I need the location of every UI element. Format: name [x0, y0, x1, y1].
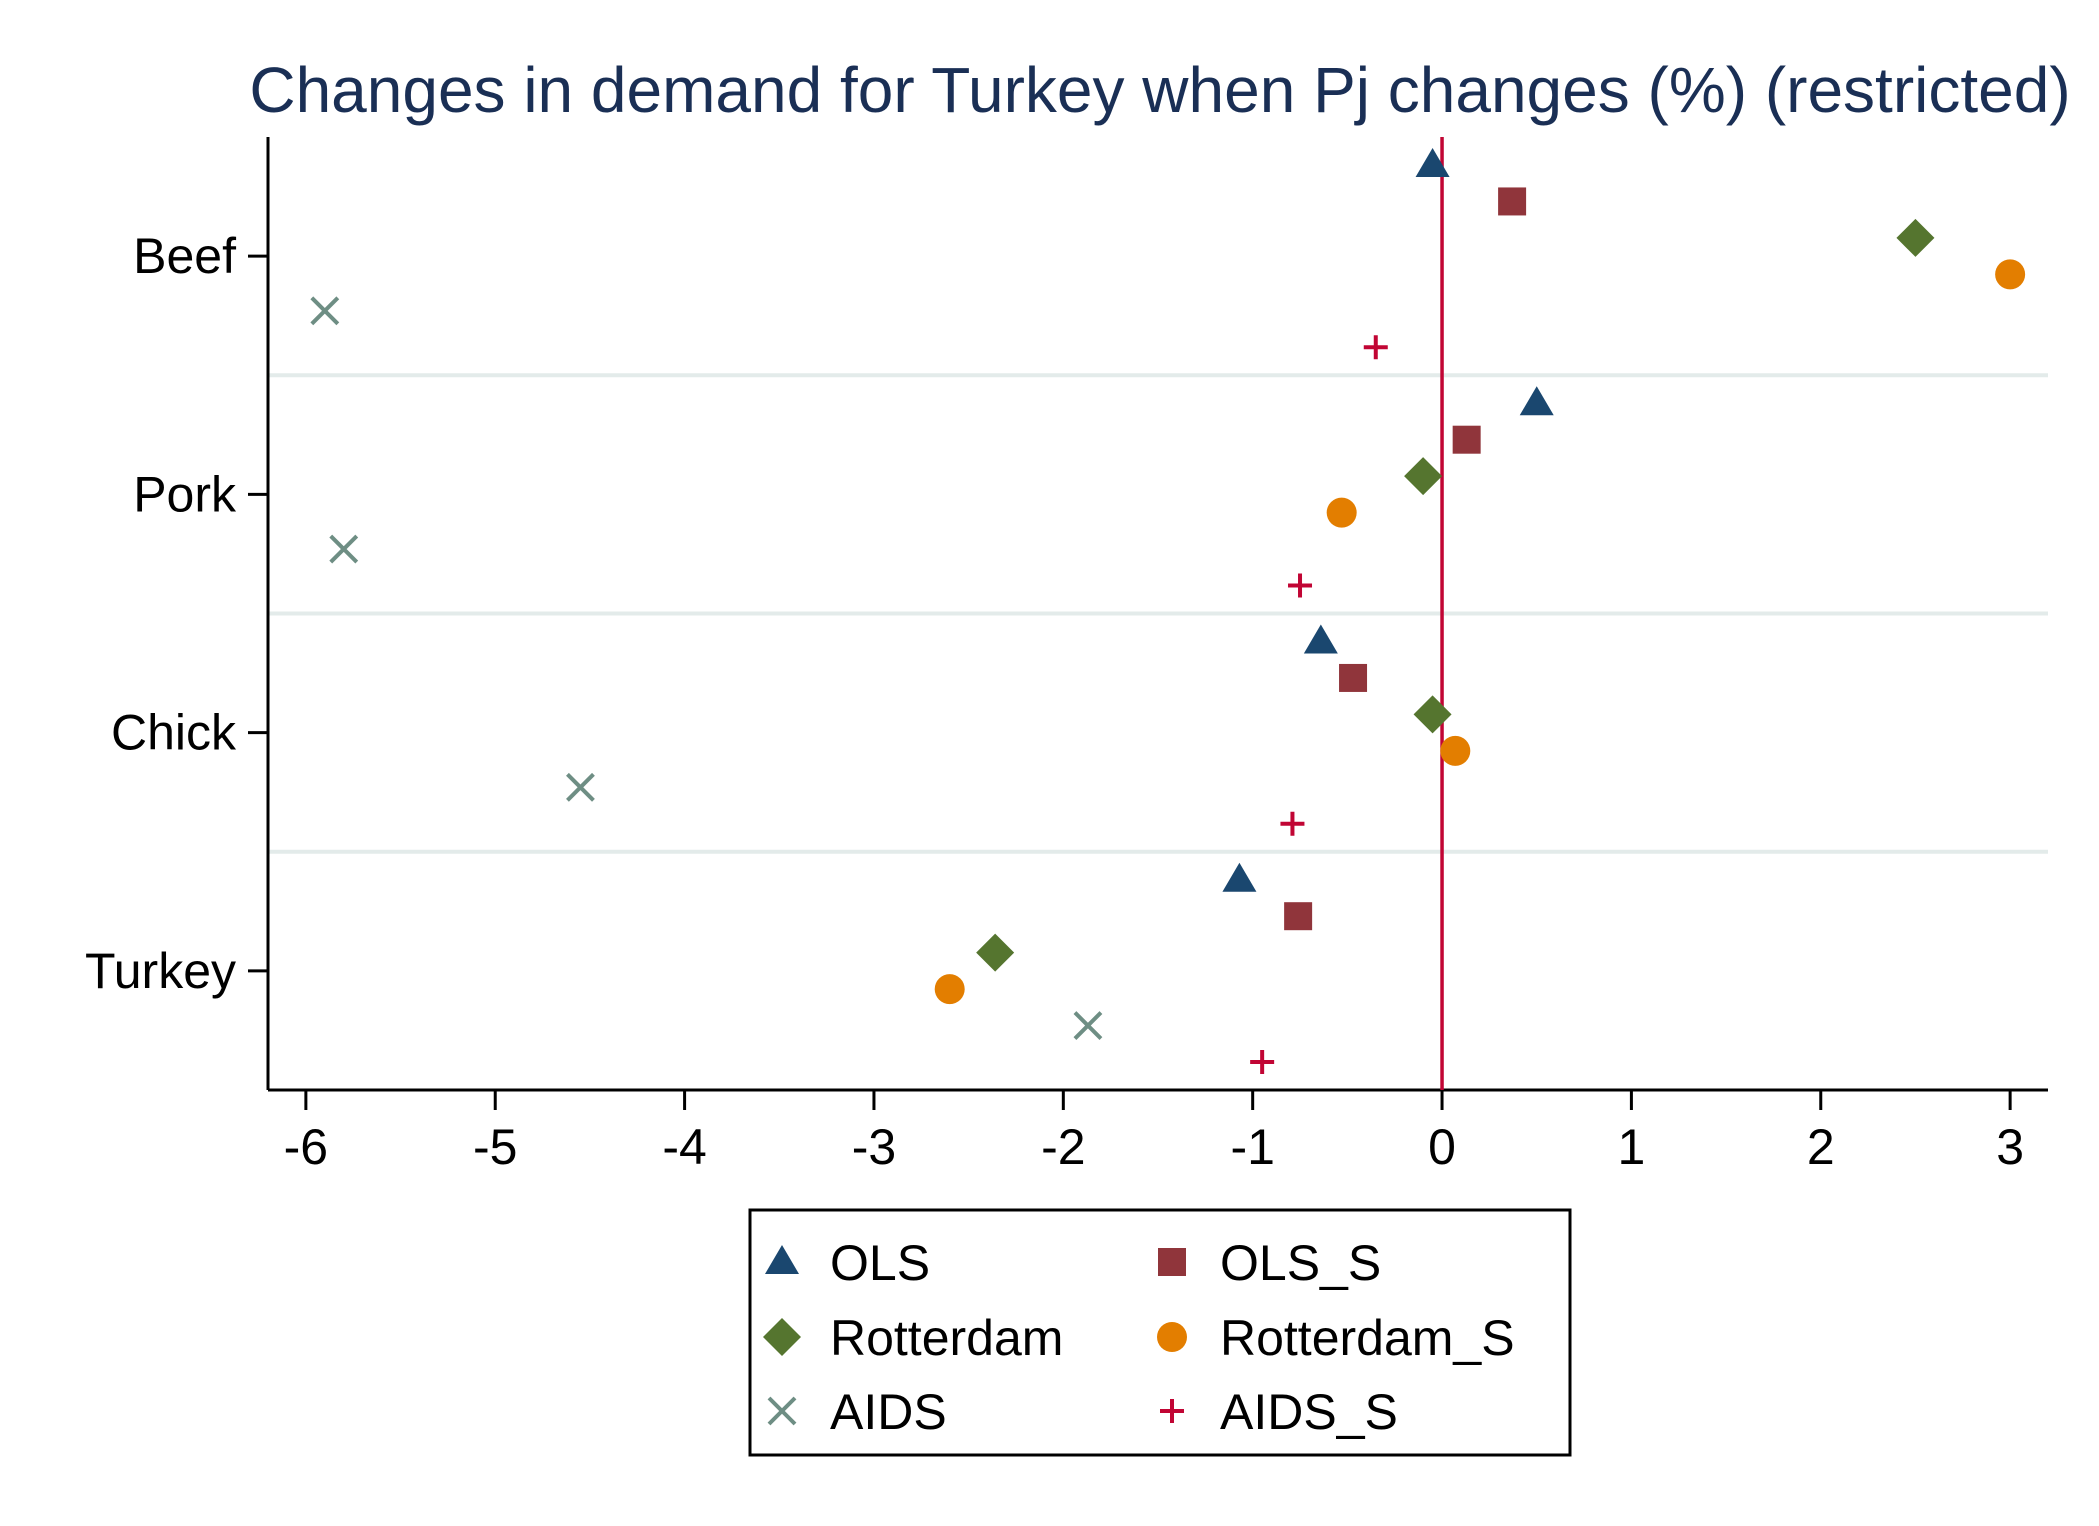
x-tick-label: -4 [662, 1119, 706, 1175]
data-point-triangle [1222, 862, 1257, 892]
x-tick-label: -6 [284, 1119, 328, 1175]
category-separators [268, 373, 2048, 854]
data-point-diamond [1896, 218, 1935, 257]
data-point-triangle [1519, 386, 1554, 416]
x-tick-label: -3 [852, 1119, 896, 1175]
x-tick-label: 1 [1617, 1119, 1645, 1175]
legend-label: AIDS [830, 1384, 947, 1440]
legend-label: OLS_S [1220, 1235, 1381, 1291]
legend-marker-circle [1157, 1322, 1187, 1352]
x-tick-label: 3 [1996, 1119, 2024, 1175]
data-points [310, 147, 2026, 1075]
data-point-triangle [1303, 624, 1338, 654]
x-tick-label: -1 [1230, 1119, 1274, 1175]
legend-label: AIDS_S [1220, 1384, 1398, 1440]
data-point-diamond [976, 933, 1015, 972]
y-tick-label: Chick [111, 705, 237, 761]
data-point-square [1452, 425, 1481, 454]
data-point-circle [1326, 497, 1357, 528]
data-point-x [1073, 1011, 1103, 1040]
data-point-circle [1440, 735, 1471, 766]
data-point-x [566, 772, 595, 802]
legend-marker-x [767, 1396, 797, 1426]
axes [266, 137, 2048, 1092]
data-point-diamond [1413, 695, 1452, 734]
legend-marker-square [1158, 1248, 1186, 1276]
legend-marker-triangle [765, 1245, 799, 1274]
data-point-plus [1363, 335, 1388, 360]
data-point-triangle [1415, 147, 1450, 177]
data-point-circle [934, 974, 965, 1005]
y-axis-ticks: Beef Pork Chick Turkey [85, 228, 268, 999]
legend-label: Rotterdam [830, 1310, 1063, 1366]
x-tick-label: 0 [1428, 1119, 1456, 1175]
legend-marker-plus [1160, 1399, 1184, 1423]
legend-label: Rotterdam_S [1220, 1310, 1515, 1366]
data-point-square [1284, 902, 1313, 931]
x-tick-label: -5 [473, 1119, 517, 1175]
chart-title: Changes in demand for Turkey when Pj cha… [249, 54, 2070, 126]
data-point-plus [1250, 1050, 1275, 1075]
data-point-square [1498, 187, 1527, 216]
x-axis-ticks: -6 -5 -4 -3 -2 -1 0 1 2 3 [284, 1090, 2024, 1175]
data-point-square [1339, 663, 1368, 692]
data-point-circle [1995, 259, 2026, 290]
data-point-x [329, 534, 359, 564]
legend-marker-diamond [763, 1318, 801, 1356]
data-point-plus [1280, 811, 1305, 836]
data-point-x [310, 296, 340, 326]
legend-label: OLS [830, 1235, 930, 1291]
y-tick-label: Pork [133, 466, 237, 522]
data-point-diamond [1404, 457, 1443, 496]
y-tick-label: Turkey [85, 943, 236, 999]
legend: OLS OLS_S Rotterdam Rotterdam_S AIDS AIDS_S [748, 1208, 1572, 1457]
x-tick-label: -2 [1041, 1119, 1085, 1175]
y-tick-label: Beef [133, 228, 236, 284]
x-tick-label: 2 [1807, 1119, 1835, 1175]
data-point-plus [1288, 573, 1313, 598]
